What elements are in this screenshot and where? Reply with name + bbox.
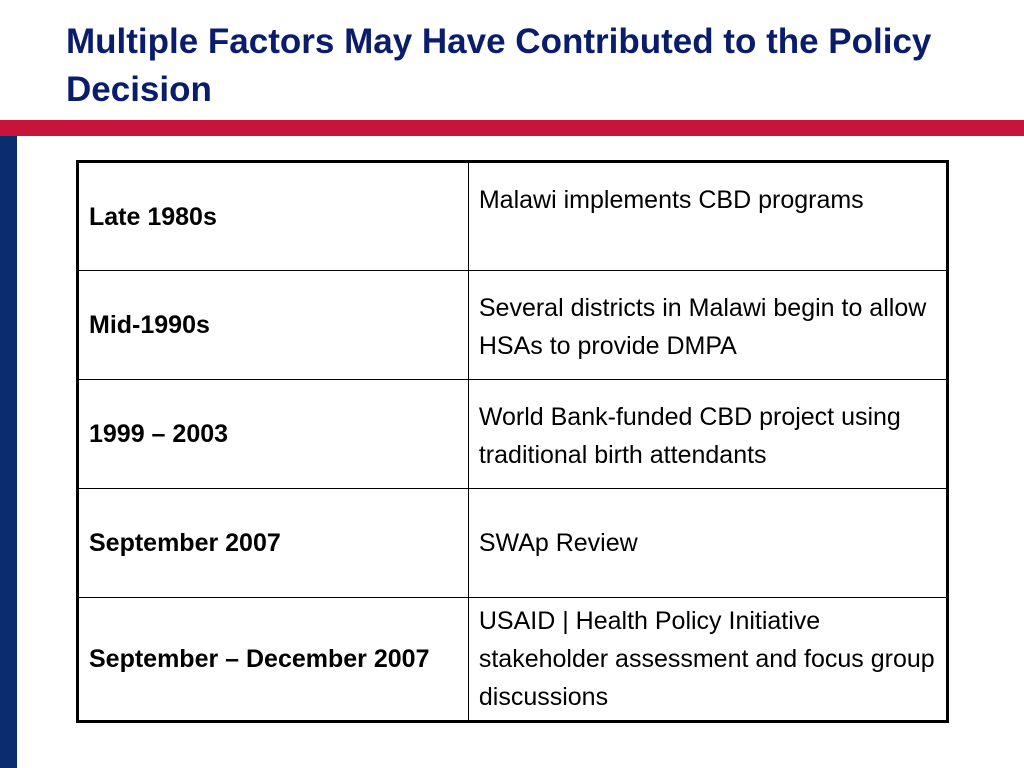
table-row: Late 1980s Malawi implements CBD program… [77, 161, 949, 271]
table-row: 1999 – 2003 World Bank-funded CBD projec… [77, 379, 949, 489]
period-cell: 1999 – 2003 [77, 379, 469, 489]
slide-title: Multiple Factors May Have Contributed to… [66, 22, 932, 109]
table-row: September – December 2007 USAID | Health… [77, 597, 949, 722]
event-cell: Malawi implements CBD programs [467, 161, 949, 271]
event-cell: World Bank-funded CBD project using trad… [467, 379, 949, 489]
accent-bar [0, 120, 1024, 136]
event-cell: USAID | Health Policy Initiative stakeho… [467, 597, 949, 722]
period-cell: September – December 2007 [77, 597, 469, 722]
side-bar [0, 136, 17, 768]
event-cell: SWAp Review [467, 488, 949, 598]
period-cell: Late 1980s [77, 161, 469, 271]
table-row: September 2007 SWAp Review [77, 488, 949, 598]
period-cell: Mid-1990s [77, 270, 469, 380]
timeline-table: Late 1980s Malawi implements CBD program… [76, 160, 949, 723]
period-cell: September 2007 [77, 488, 469, 598]
event-cell: Several districts in Malawi begin to all… [467, 270, 949, 380]
table-row: Mid-1990s Several districts in Malawi be… [77, 270, 949, 380]
